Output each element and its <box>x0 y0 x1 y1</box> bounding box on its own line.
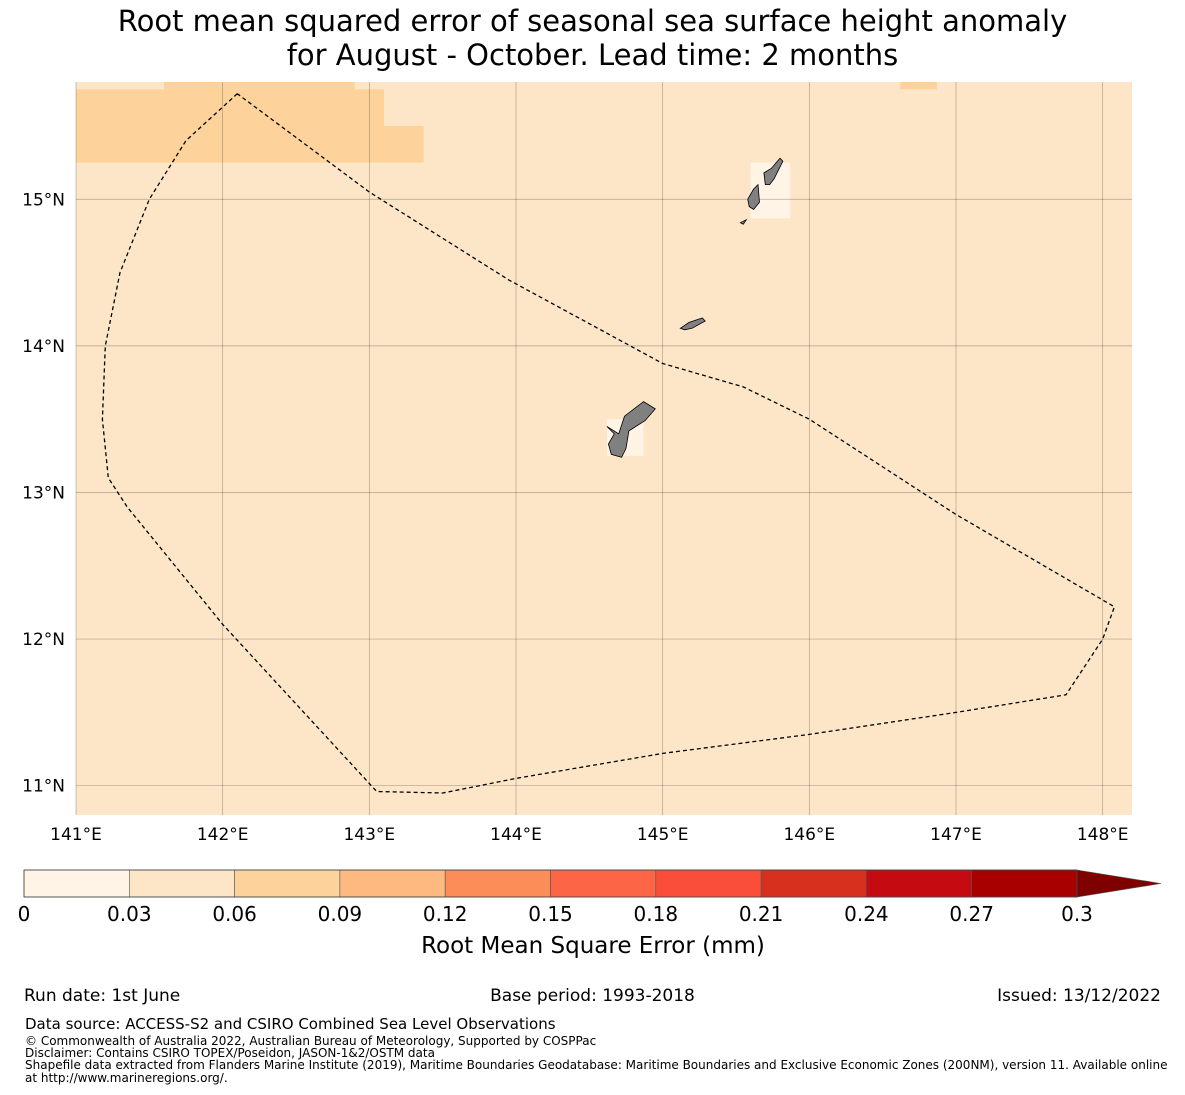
map-figure: 141°E 142°E 143°E 144°E 145°E 146°E 147°E 148°E… <box>18 82 1162 959</box>
colorbar-tick-label: 0.18 <box>634 902 679 926</box>
colorbar-segment <box>234 869 341 898</box>
run-date: Run date: 1st June <box>24 986 181 1006</box>
lon-tick-label: 148°E <box>1077 825 1129 845</box>
lat-tick-label: 13°N <box>22 483 65 503</box>
colorbar-segment <box>129 869 235 898</box>
lon-tick-label: 141°E <box>50 825 102 845</box>
disclaimer: Disclaimer: Contains CSIRO TOPEX/Poseido… <box>25 1046 435 1060</box>
colorbar-tick-label: 0.27 <box>949 902 994 926</box>
island-rota <box>679 317 706 331</box>
colorbar-tick-label: 0.03 <box>107 902 152 926</box>
chart-title-line-1: Root mean squared error of seasonal sea … <box>117 4 1068 38</box>
lon-tick-label: 147°E <box>930 825 982 845</box>
higher-error-cell <box>164 82 355 90</box>
colorbar-segment <box>760 869 867 898</box>
higher-error-cell <box>384 125 424 163</box>
colorbar-extend-arrow <box>1076 869 1162 898</box>
colorbar-segment <box>339 869 446 898</box>
colorbar-tick-label: 0.06 <box>212 902 257 926</box>
lon-tick-label: 142°E <box>197 825 249 845</box>
chart-title-line-2: for August - October. Lead time: 2 month… <box>286 38 899 72</box>
colorbar-segment <box>866 869 973 898</box>
base-period: Base period: 1993-2018 <box>490 986 695 1006</box>
shapefile-credit: Shapefile data extracted from Flanders M… <box>25 1058 1168 1085</box>
colorbar-segment <box>655 869 762 898</box>
lat-tick-label: 15°N <box>22 190 65 210</box>
map-panel: 141°E 142°E 143°E 144°E 145°E 146°E 147°E 148°E… <box>22 82 1132 845</box>
colorbar-tick-label: 0.12 <box>423 902 468 926</box>
colorbar-frame <box>23 869 1078 898</box>
data-source: Data source: ACCESS-S2 and CSIRO Combine… <box>25 1015 556 1033</box>
lon-tick-label: 145°E <box>637 825 689 845</box>
lon-tick-label: 146°E <box>783 825 835 845</box>
colorbar: 0 0.03 0.06 0.09 0.12 0.15 0.18 0.21 0.24 0.27 0.3 <box>18 869 1162 926</box>
colorbar-segment <box>23 869 130 898</box>
higher-error-cell <box>900 82 937 90</box>
copyright-notice: © Commonwealth of Australia 2022, Austra… <box>25 1034 597 1048</box>
colorbar-tick-label: 0.09 <box>318 902 363 926</box>
map-background <box>76 82 1132 815</box>
colorbar-tick-label: 0.24 <box>844 902 889 926</box>
island-guam <box>606 401 656 458</box>
lat-tick-label: 12°N <box>22 630 65 650</box>
island-saipan <box>763 157 784 186</box>
colorbar-tick-label: 0.3 <box>1061 902 1093 926</box>
lon-tick-label: 144°E <box>490 825 542 845</box>
island-aguijan <box>739 218 748 225</box>
lat-tick-label: 11°N <box>22 777 65 797</box>
colorbar-tick-label: 0.15 <box>528 902 573 926</box>
colorbar-segment <box>444 869 551 898</box>
lat-tick-label: 14°N <box>22 337 65 357</box>
colorbar-segment <box>971 869 1078 898</box>
colorbar-tick-label: 0.21 <box>739 902 784 926</box>
issued-date: Issued: 13/12/2022 <box>997 986 1161 1006</box>
higher-error-cell <box>76 89 238 163</box>
higher-error-cell <box>237 89 384 163</box>
colorbar-tick-label: 0 <box>18 902 31 926</box>
lon-tick-label: 143°E <box>343 825 395 845</box>
eez-boundary <box>101 93 1116 794</box>
island-tinian <box>747 183 760 211</box>
colorbar-title: Root Mean Square Error (mm) <box>421 933 765 959</box>
colorbar-segment <box>550 869 657 898</box>
